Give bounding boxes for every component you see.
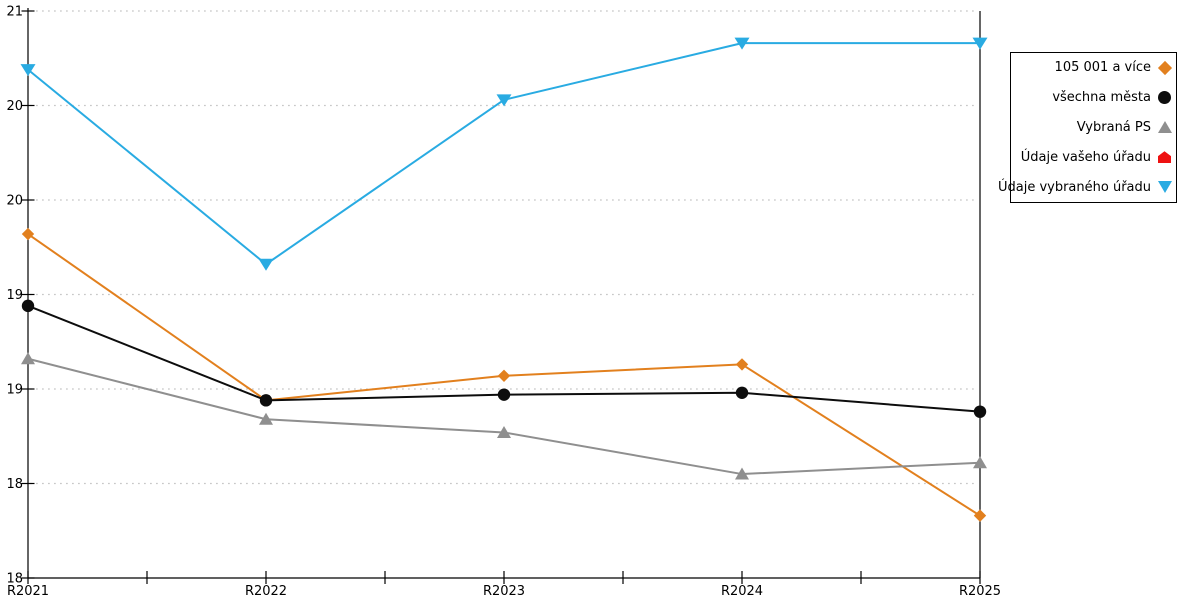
legend-item: Vybraná PS (1011, 120, 1176, 134)
y-tick-label: 20 (6, 194, 23, 209)
y-tick-label: 18 (6, 572, 23, 587)
x-tick-label: R2023 (483, 584, 525, 599)
y-tick-label: 18 (6, 477, 23, 492)
series-diamond (21, 227, 987, 522)
triangle-down-icon (1157, 180, 1172, 194)
chart-legend: 105 001 a více všechna města Vybraná PS Úda… (998, 52, 1177, 203)
diamond-icon (1157, 60, 1172, 75)
triangle-up-icon (1157, 120, 1172, 134)
x-tick-label: R2021 (7, 584, 49, 599)
legend-item: 105 001 a více (1011, 60, 1176, 76)
y-tick-label: 21 (6, 5, 23, 20)
circle-icon (1157, 91, 1172, 105)
legend-label: Vybraná PS (1076, 119, 1151, 135)
x-axis-ticks: R2021 R2022 R2023 R2024 R2025 (7, 571, 1001, 599)
y-tick-label: 19 (6, 383, 23, 398)
y-tick-label: 19 (6, 288, 23, 303)
legend-label: Údaje vybraného úřadu (997, 179, 1151, 195)
legend-label: všechna města (1052, 90, 1151, 106)
x-tick-label: R2025 (959, 584, 1001, 599)
y-gridlines (30, 10, 978, 485)
series-triangle-down (20, 37, 988, 271)
y-axis-ticks: 21 20 20 19 19 18 18 (6, 5, 35, 587)
legend-label: Údaje vašeho úřadu (1020, 149, 1151, 165)
home-icon (1157, 150, 1172, 164)
y-tick-label: 20 (6, 99, 23, 114)
x-tick-label: R2024 (721, 584, 763, 599)
legend-item: všechna města (1011, 91, 1176, 105)
legend-item: Údaje vybraného úřadu (998, 180, 1176, 194)
axes (27, 8, 981, 579)
series-triangle-up (21, 352, 987, 480)
legend-item: Údaje vašeho úřadu (1011, 150, 1176, 164)
x-tick-label: R2022 (245, 584, 287, 599)
series-circle (21, 299, 987, 418)
legend-label: 105 001 a více (1054, 60, 1151, 76)
